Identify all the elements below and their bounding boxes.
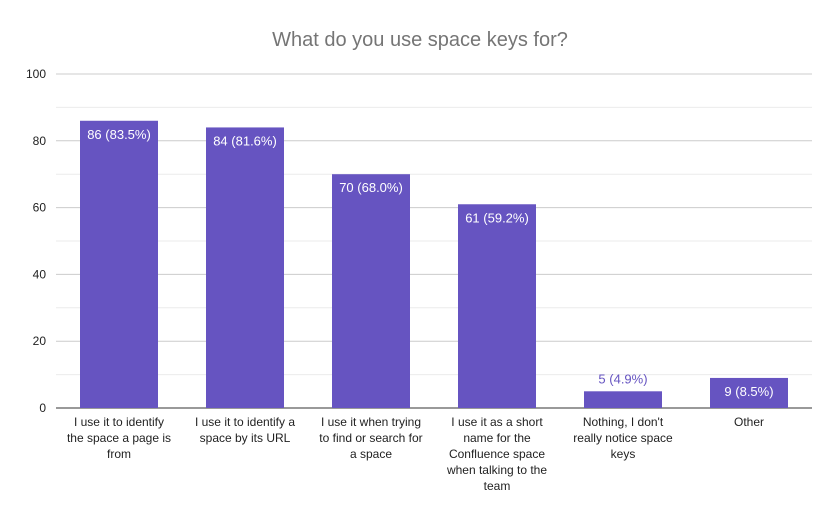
data-label: 61 (59.2%)	[465, 210, 529, 225]
bar	[80, 120, 158, 408]
y-tick-label: 100	[26, 67, 46, 81]
data-label: 86 (83.5%)	[87, 127, 151, 142]
y-tick-label: 40	[33, 267, 47, 281]
category-label: I use it when trying to find or search fo…	[319, 415, 422, 461]
bar	[710, 377, 788, 408]
data-labels: 86 (83.5%) 84 (81.6%) 70 (68.0%) 61 (59.2%)…	[87, 127, 773, 399]
data-label: 9 (8.5%)	[724, 384, 773, 399]
x-axis-categories: I use it to identify the space a page is f…	[67, 415, 764, 493]
bar	[584, 391, 662, 408]
category-label: I use it as a short name for the Confluenc…	[446, 415, 547, 493]
category-label: Other	[734, 415, 764, 429]
category-label: Nothing, I don't really notice space keys	[573, 415, 673, 461]
bar	[458, 204, 536, 408]
y-axis-ticks: 0 20 40 60 80 100	[26, 67, 46, 415]
y-tick-label: 60	[33, 201, 47, 215]
category-label: I use it to identify a space by its URL	[195, 415, 295, 445]
y-tick-label: 20	[33, 334, 47, 348]
y-tick-label: 0	[39, 401, 46, 415]
gridlines	[56, 73, 812, 409]
chart-title: What do you use space keys for?	[272, 29, 568, 51]
bar	[332, 174, 410, 408]
y-tick-label: 80	[33, 134, 47, 148]
category-label: I use it to identify the space a page is f…	[67, 415, 171, 461]
data-label: 70 (68.0%)	[339, 180, 403, 195]
bar	[206, 127, 284, 408]
bars	[80, 120, 788, 408]
data-label: 5 (4.9%)	[598, 371, 647, 386]
data-label: 84 (81.6%)	[213, 133, 277, 148]
